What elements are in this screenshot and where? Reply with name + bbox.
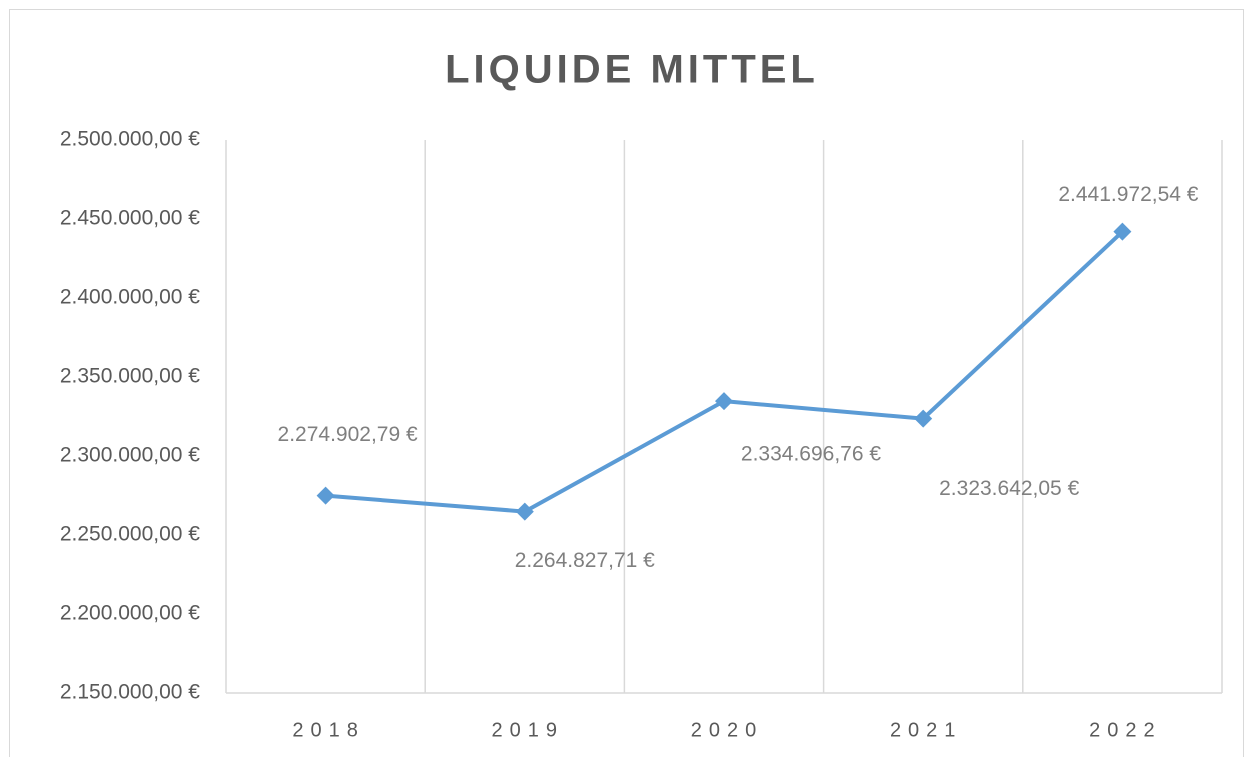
data-label: 2.441.972,54 € xyxy=(1058,183,1198,206)
y-tick-label: 2.300.000,00 € xyxy=(60,444,200,467)
data-label: 2.323.642,05 € xyxy=(939,477,1079,500)
data-label: 2.264.827,71 € xyxy=(515,549,655,572)
y-tick-label: 2.500.000,00 € xyxy=(60,128,200,151)
marker xyxy=(914,409,933,428)
chart-title: LIQUIDE MITTEL xyxy=(445,48,819,92)
y-tick-label: 2.450.000,00 € xyxy=(60,207,200,230)
data-label: 2.274.902,79 € xyxy=(278,423,418,446)
y-tick-label: 2.400.000,00 € xyxy=(60,286,200,309)
marker xyxy=(715,392,733,411)
chart-frame xyxy=(9,9,1244,757)
marker xyxy=(1113,222,1132,241)
marker xyxy=(515,502,534,521)
x-tick-label: 2019 xyxy=(492,719,565,741)
x-tick-label: 2022 xyxy=(1089,719,1162,741)
data-label: 2.334.696,76 € xyxy=(741,443,881,466)
y-tick-label: 2.350.000,00 € xyxy=(60,365,200,388)
x-tick-label: 2018 xyxy=(292,719,365,741)
y-tick-label: 2.250.000,00 € xyxy=(60,523,200,546)
x-tick-label: 2020 xyxy=(691,719,764,741)
y-tick-label: 2.150.000,00 € xyxy=(60,681,200,704)
marker xyxy=(316,486,335,505)
x-tick-label: 2021 xyxy=(890,719,963,741)
y-tick-label: 2.200.000,00 € xyxy=(60,602,200,625)
